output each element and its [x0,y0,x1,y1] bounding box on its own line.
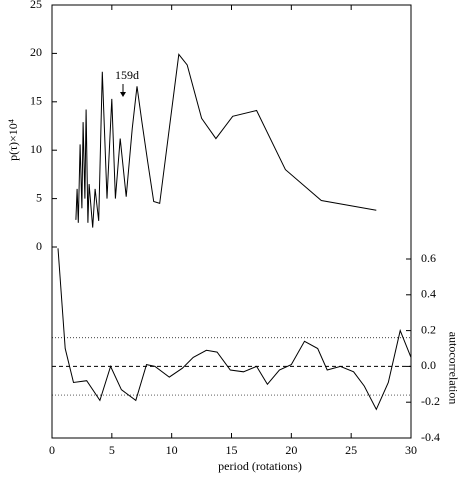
y-tick-label: 0 [36,239,42,253]
annotation-arrowhead [120,92,126,97]
y-tick-label: 20 [30,45,42,59]
y2-tick-label: 0.6 [421,251,436,265]
data-line [57,248,412,411]
y2-tick-label: -0.2 [421,394,440,408]
x-tick-label: 0 [49,443,55,457]
y2-tick-label: -0.4 [421,430,440,444]
x-tick-label: 5 [109,443,115,457]
x-tick-label: 15 [226,443,238,457]
y-tick-label: 15 [30,94,42,108]
x-tick-label: 20 [285,443,297,457]
y-tick-label: 10 [30,142,42,156]
y2-axis-label: autocorrelation [446,332,460,405]
y2-tick-label: 0.0 [421,358,436,372]
y-axis-label: p(τ)×10⁴ [6,119,20,161]
y2-tick-label: 0.4 [421,287,436,301]
x-tick-label: 25 [345,443,357,457]
x-tick-label: 10 [166,443,178,457]
y2-tick-label: 0.2 [421,322,436,336]
x-axis-label: period (rotations) [218,459,302,473]
x-tick-label: 30 [405,443,417,457]
annotation: 159d [115,68,139,82]
data-line [75,53,377,228]
y-tick-label: 5 [36,190,42,204]
y-tick-label: 25 [30,0,42,11]
plot-frame [51,4,412,439]
